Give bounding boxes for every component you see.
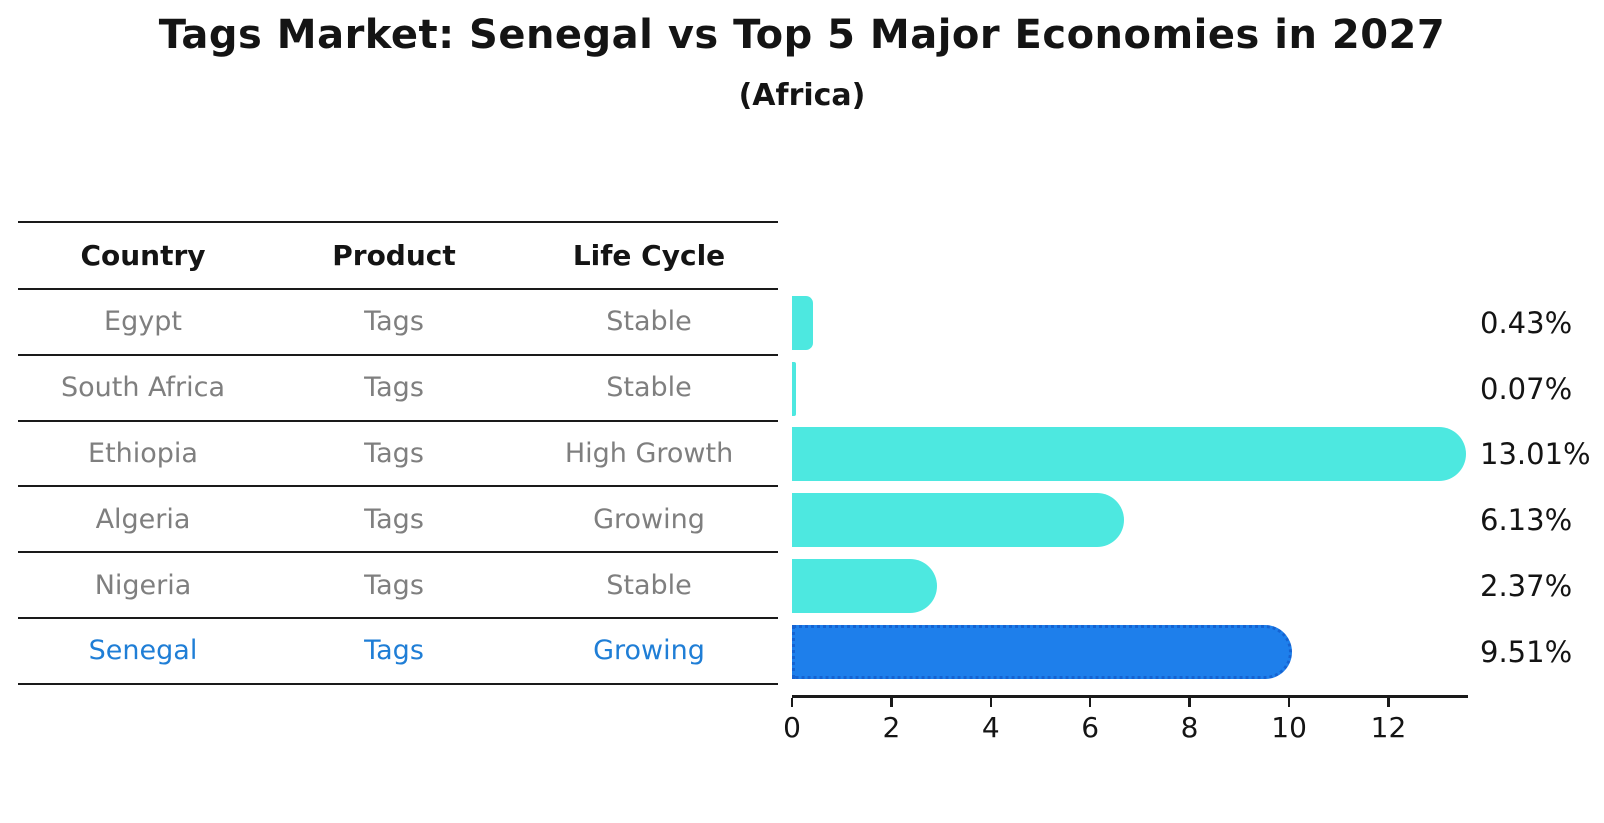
- cell-product: Tags: [364, 635, 424, 667]
- cell-life-cycle: Stable: [606, 306, 692, 338]
- chart-subtitle: (Africa): [738, 78, 866, 113]
- value-label-algeria: 6.13%: [1480, 503, 1573, 538]
- x-axis-line: [792, 695, 1468, 698]
- column-header-product: Product: [332, 239, 456, 272]
- x-axis-tick-label: 4: [981, 710, 1000, 744]
- cell-life-cycle: Growing: [593, 503, 705, 535]
- cell-country: Nigeria: [94, 569, 192, 601]
- bar-south-africa: [792, 361, 796, 416]
- x-axis-tick-label: 8: [1180, 710, 1199, 744]
- cell-product: Tags: [364, 437, 424, 469]
- tick-mark: [790, 697, 794, 707]
- table-row-ethiopia: Ethiopia Tags High Growth: [18, 422, 778, 488]
- cell-product: Tags: [364, 569, 424, 601]
- table-row-south-africa: South Africa Tags Stable: [18, 356, 778, 422]
- cell-country: Ethiopia: [88, 437, 198, 469]
- cell-country: South Africa: [60, 372, 226, 404]
- bar-nigeria: [792, 559, 937, 614]
- bar-senegal-highlighted: [792, 624, 1292, 679]
- x-axis-tick-label: 12: [1370, 710, 1407, 744]
- table-row-egypt: Egypt Tags Stable: [18, 290, 778, 356]
- column-header-country: Country: [80, 239, 206, 272]
- value-label-senegal: 9.51%: [1480, 634, 1573, 669]
- cell-country: Algeria: [95, 503, 191, 535]
- chart-title: Tags Market: Senegal vs Top 5 Major Econ…: [158, 12, 1446, 58]
- column-header-life-cycle: Life Cycle: [572, 239, 726, 272]
- cell-life-cycle: Growing: [593, 635, 705, 667]
- cell-product: Tags: [364, 306, 424, 338]
- tick-mark: [1188, 697, 1191, 707]
- table-row-algeria: Algeria Tags Growing: [18, 487, 778, 554]
- cell-product: Tags: [364, 503, 424, 535]
- comparison-table: Country Product Life Cycle Egypt Tags St…: [18, 221, 778, 685]
- tick-mark: [1287, 697, 1291, 707]
- table-row-nigeria: Nigeria Tags Stable: [18, 553, 778, 619]
- value-label-nigeria: 2.37%: [1480, 569, 1573, 604]
- cell-country: Senegal: [88, 635, 198, 667]
- table-row-senegal-highlighted: Senegal Tags Growing: [18, 619, 778, 685]
- x-axis-tick-label: 0: [783, 710, 801, 744]
- value-label-ethiopia: 13.01%: [1480, 437, 1591, 472]
- bar-egypt: [792, 295, 814, 350]
- x-axis-tick-label: 2: [882, 710, 901, 744]
- value-label-column: 0.43% 0.07% 13.01% 6.13% 2.37% 9.51%: [1480, 290, 1604, 685]
- x-axis-tick-label: 10: [1271, 710, 1307, 744]
- tick-mark: [890, 697, 893, 707]
- tick-mark: [1387, 697, 1390, 707]
- tick-mark: [1088, 697, 1092, 707]
- cell-life-cycle: Stable: [606, 569, 692, 601]
- tick-mark: [989, 697, 993, 707]
- cell-country: Egypt: [104, 306, 182, 338]
- cell-life-cycle: High Growth: [564, 437, 734, 469]
- bar-chart-area: [792, 290, 1468, 685]
- bar-ethiopia: [792, 427, 1466, 482]
- table-header-row: Country Product Life Cycle: [18, 223, 778, 290]
- x-axis: 0 2 4 6 8 10 12: [783, 695, 1468, 755]
- bar-algeria: [792, 493, 1124, 548]
- cell-product: Tags: [364, 372, 424, 404]
- x-axis-tick-label: 6: [1081, 710, 1100, 744]
- value-label-south-africa: 0.07%: [1480, 371, 1573, 406]
- cell-life-cycle: Stable: [606, 372, 692, 404]
- value-label-egypt: 0.43%: [1480, 305, 1573, 340]
